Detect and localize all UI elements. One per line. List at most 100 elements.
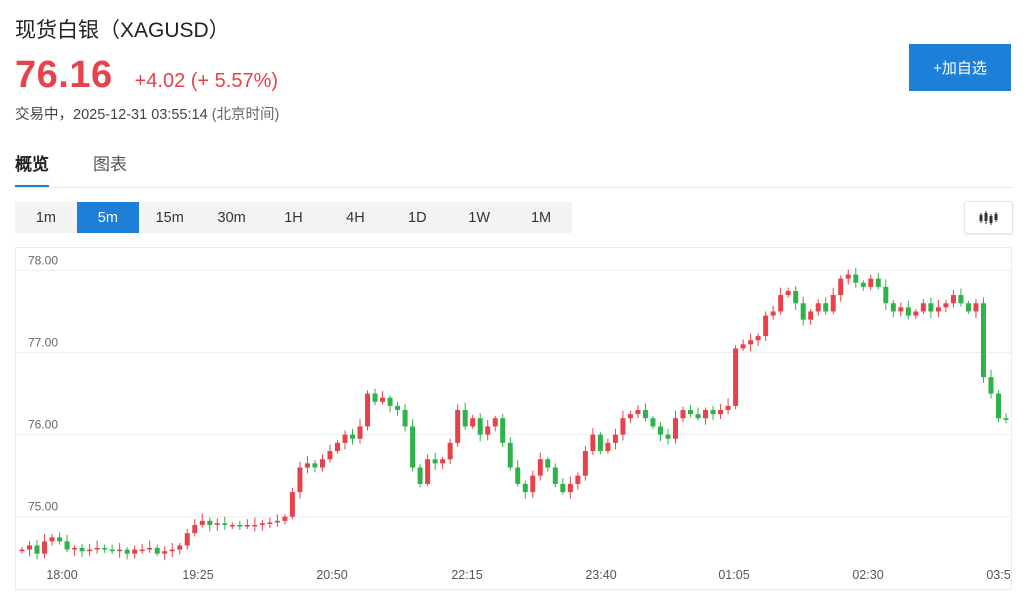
candle-body [477, 418, 483, 435]
candle-body [988, 377, 994, 394]
y-tick-label: 76.00 [28, 418, 58, 432]
candlestick-chart-svg: 78.00 77.00 76.00 75.00 18:00 19:25 20:50 22:15… [16, 253, 1011, 582]
tab-bar: 概览 图表 [15, 150, 171, 188]
candle-body [740, 344, 746, 349]
candle-body [748, 340, 754, 345]
candle-body [725, 405, 731, 410]
interval-selector: 1m 5m 15m 30m 1H 4H 1D 1W 1M [15, 202, 572, 233]
candle-body [357, 426, 363, 439]
candle-body [222, 523, 228, 525]
candle-body [793, 290, 799, 304]
candle-body [755, 336, 761, 341]
candle-body [117, 549, 123, 552]
candle-body [522, 483, 528, 493]
candle-body [808, 311, 814, 320]
candle-body [928, 303, 934, 312]
candle-body [650, 418, 656, 427]
candle-body [665, 434, 671, 439]
candle-body [267, 522, 273, 524]
candle-body [380, 397, 386, 402]
price-chart[interactable]: 78.00 77.00 76.00 75.00 18:00 19:25 20:50 22:15… [15, 247, 1012, 590]
candle-body [342, 434, 348, 443]
candle-body [244, 524, 250, 527]
trading-status: 交易中，2025-12-31 03:55:14 (北京时间) [15, 103, 279, 124]
candle-body [515, 467, 521, 484]
candle-body [958, 295, 964, 304]
interval-30m[interactable]: 30m [217, 209, 246, 226]
candle-body [950, 295, 956, 304]
candle-body [312, 463, 318, 468]
candle-body [1003, 418, 1009, 420]
candle-body [973, 303, 979, 312]
candle-body [567, 483, 573, 493]
candle-body [800, 303, 806, 320]
candle-body [718, 410, 724, 415]
candle-body [19, 549, 25, 552]
tab-divider [15, 187, 1012, 188]
candle-body [860, 282, 866, 287]
candle-body [778, 295, 784, 312]
candle-body [319, 459, 325, 468]
candle-body [688, 410, 694, 415]
candle-body [139, 549, 145, 552]
candle-body [537, 459, 543, 476]
candle-body [207, 520, 213, 525]
candle-body [109, 549, 115, 552]
candle-body [995, 393, 1001, 419]
candle-body [883, 286, 889, 304]
candle-body [132, 549, 138, 554]
chart-type-button[interactable] [964, 201, 1013, 234]
add-to-watchlist-button[interactable]: +加自选 [909, 44, 1011, 91]
candle-body [890, 303, 896, 312]
interval-1mo[interactable]: 1M [530, 209, 552, 226]
candle-body [64, 541, 70, 550]
candle-body [500, 418, 506, 443]
x-tick-label: 20:50 [316, 568, 347, 582]
candle-body [365, 393, 371, 427]
candle-body [710, 410, 716, 415]
interval-5m[interactable]: 5m [76, 202, 139, 233]
price-change: +4.02 (+ 5.57%) [134, 70, 279, 92]
candle-body [162, 551, 168, 554]
x-tick-label: 19:25 [182, 568, 213, 582]
candle-body [34, 545, 40, 554]
interval-15m[interactable]: 15m [155, 209, 184, 226]
candle-body [627, 414, 633, 419]
candle-body [252, 524, 258, 527]
x-tick-label: 02:30 [852, 568, 883, 582]
interval-1m[interactable]: 1m [35, 209, 57, 226]
interval-1h[interactable]: 1H [284, 209, 303, 226]
candle-body [79, 547, 85, 552]
interval-4h[interactable]: 4H [346, 209, 365, 226]
candle-body [560, 483, 566, 493]
candle-body [237, 524, 243, 527]
tab-chart[interactable]: 图表 [93, 155, 127, 174]
candle-body [94, 547, 100, 550]
candle-body [327, 451, 333, 460]
timezone-label: (北京时间) [211, 107, 280, 123]
y-tick-label: 77.00 [28, 336, 58, 350]
candle-body [815, 303, 821, 312]
candle-body [470, 418, 476, 427]
candle-body [620, 418, 626, 435]
candle-body [372, 393, 378, 402]
candle-body [440, 459, 446, 464]
candle-body [823, 303, 829, 312]
interval-1w[interactable]: 1W [468, 209, 491, 226]
candle-body [980, 303, 986, 378]
instrument-title: 现货白银（XAGUSD） [15, 19, 230, 42]
candle-body [642, 410, 648, 419]
candle-body [913, 311, 919, 316]
candle-body [410, 426, 416, 468]
candle-body [395, 405, 401, 410]
candle-body [853, 274, 859, 283]
candle-body [898, 307, 904, 312]
candle-body [838, 278, 844, 296]
candle-body [147, 547, 153, 550]
candle-body [770, 311, 776, 316]
interval-1d[interactable]: 1D [408, 209, 427, 226]
tab-overview[interactable]: 概览 [15, 150, 49, 188]
candle-body [492, 418, 498, 427]
candle-body [875, 278, 881, 287]
candle-body [703, 410, 709, 419]
